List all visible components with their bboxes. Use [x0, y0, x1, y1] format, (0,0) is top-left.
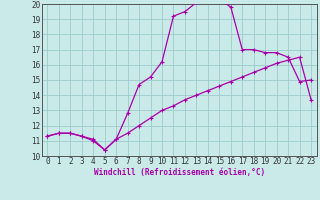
- X-axis label: Windchill (Refroidissement éolien,°C): Windchill (Refroidissement éolien,°C): [94, 168, 265, 177]
